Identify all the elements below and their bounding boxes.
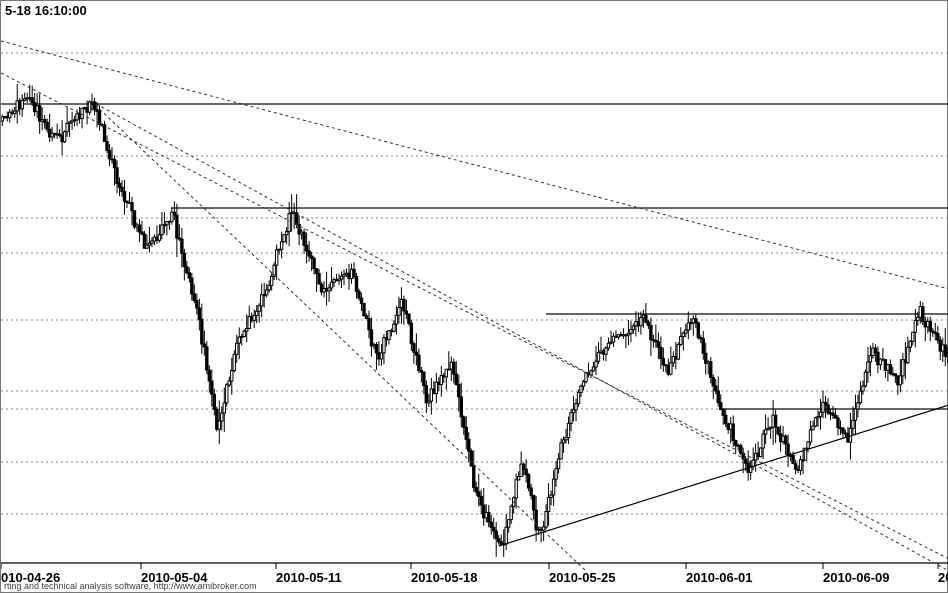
x-label: 2010-06-09: [823, 570, 890, 585]
trend-over: [1, 41, 948, 571]
trendline-dashed: [91, 101, 948, 571]
x-label: 2010-05-18: [411, 570, 478, 585]
x-label: 2010-06-01: [686, 570, 753, 585]
footer-text: rting and technical analysis software, h…: [1, 580, 260, 592]
trendline-dashed: [1, 41, 948, 289]
trendline-dashed: [91, 101, 586, 571]
x-label: 20: [938, 570, 948, 585]
x-label: 2010-05-25: [549, 570, 616, 585]
trendline-solid: [499, 405, 948, 546]
price-chart[interactable]: 010-04-262010-05-042010-05-112010-05-182…: [1, 1, 948, 593]
chart-window: 5-18 16:10:00 010-04-262010-05-042010-05…: [0, 0, 948, 593]
x-label: 2010-05-11: [276, 570, 342, 585]
trend-under: [1, 104, 948, 409]
candles: [1, 84, 948, 557]
